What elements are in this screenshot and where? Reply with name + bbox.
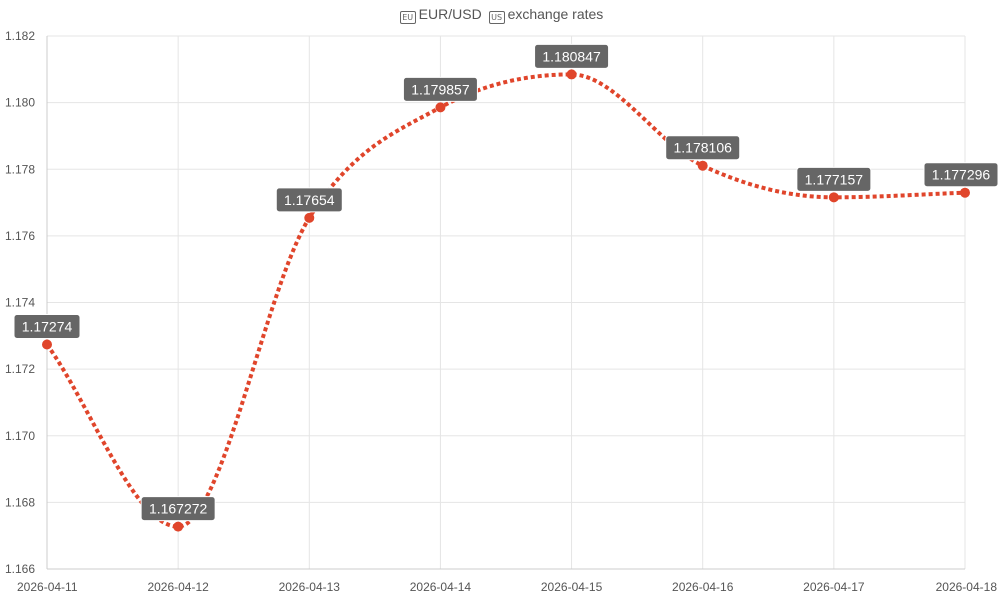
data-label: 1.177296: [932, 167, 991, 183]
y-tick-label: 1.166: [5, 562, 35, 576]
x-tick-label: 2026-04-13: [279, 580, 341, 594]
data-label-box: [796, 166, 872, 192]
x-tick-label: 2026-04-12: [147, 580, 209, 594]
data-point: [304, 212, 315, 223]
y-tick-label: 1.180: [5, 96, 35, 110]
data-point: [566, 69, 577, 80]
data-label-box: [140, 496, 216, 522]
data-label: 1.178106: [674, 140, 733, 156]
data-label-box: [923, 162, 999, 188]
chart-title: EU EUR/USD US exchange rates: [0, 6, 1000, 24]
title-rest: exchange rates: [507, 6, 604, 22]
data-label-box: [13, 313, 81, 339]
y-tick-label: 1.172: [5, 362, 35, 376]
data-label-box: [402, 76, 478, 102]
data-label-box: [275, 187, 343, 213]
data-point: [173, 521, 184, 532]
data-point: [960, 187, 970, 198]
data-point: [828, 192, 839, 203]
data-label-box: [534, 43, 610, 69]
data-label: 1.177157: [805, 171, 864, 187]
data-point: [42, 339, 52, 350]
us-flag-icon: US: [488, 11, 505, 24]
data-label: 1.17274: [22, 318, 73, 334]
y-tick-label: 1.182: [5, 29, 35, 43]
x-tick-label: 2026-04-11: [17, 580, 78, 594]
y-tick-label: 1.178: [5, 162, 35, 176]
y-tick-label: 1.176: [5, 229, 35, 243]
y-tick-label: 1.174: [5, 296, 35, 310]
x-tick-label: 2026-04-17: [803, 580, 865, 594]
data-label-box: [665, 135, 741, 161]
eu-flag-icon: EU: [399, 11, 416, 24]
y-tick-label: 1.168: [5, 495, 35, 509]
data-point: [435, 102, 446, 113]
x-tick-label: 2026-04-14: [410, 580, 472, 594]
data-label: 1.180847: [542, 48, 601, 64]
title-pair: EUR/USD: [418, 6, 482, 22]
data-label: 1.179857: [411, 81, 470, 97]
series-line: [45, 72, 966, 529]
x-tick-label: 2026-04-16: [672, 580, 734, 594]
data-label: 1.167272: [149, 501, 208, 517]
data-point: [697, 160, 708, 171]
data-label: 1.17654: [284, 192, 335, 208]
x-tick-label: 2026-04-18: [936, 580, 998, 594]
y-tick-label: 1.170: [5, 429, 35, 443]
x-tick-label: 2026-04-15: [541, 580, 603, 594]
